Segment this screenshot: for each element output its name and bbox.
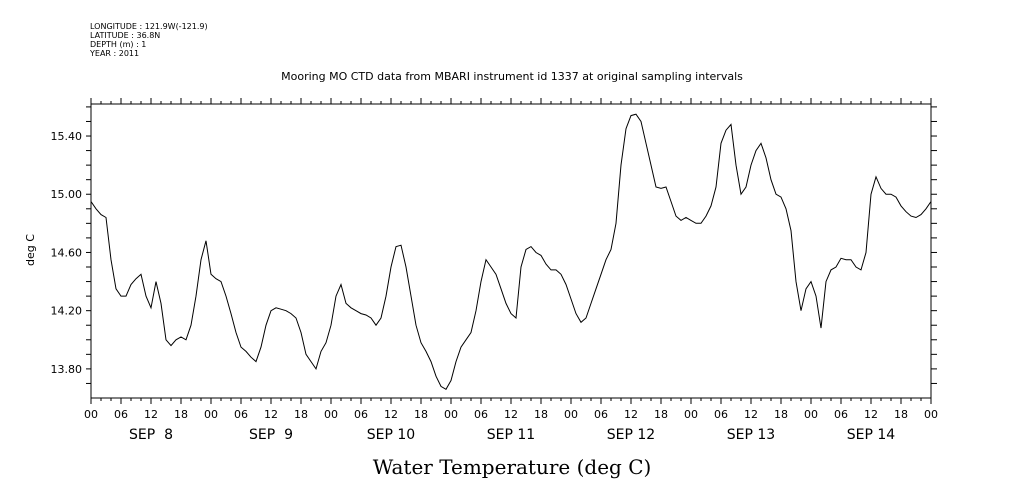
- day-label: SEP 14: [847, 427, 896, 443]
- x-tick-label: 00: [324, 408, 338, 421]
- x-axis-label: Water Temperature (deg C): [373, 455, 652, 479]
- day-label: SEP 10: [367, 427, 415, 443]
- x-tick-label: 18: [774, 408, 788, 421]
- station-metadata: LONGITUDE : 121.9W(-121.9) LATITUDE : 36…: [90, 22, 208, 58]
- x-tick-label: 12: [384, 408, 398, 421]
- x-tick-label: 00: [564, 408, 578, 421]
- depth-label: DEPTH (m) : 1: [90, 40, 147, 49]
- y-tick-label: 14.60: [51, 246, 83, 259]
- x-tick-label: 00: [444, 408, 458, 421]
- x-tick-label: 00: [204, 408, 218, 421]
- x-tick-label: 00: [84, 408, 98, 421]
- latitude-label: LATITUDE : 36.8N: [90, 31, 161, 40]
- x-tick-label: 06: [834, 408, 848, 421]
- x-tick-label: 18: [414, 408, 428, 421]
- day-label: SEP 12: [607, 427, 655, 443]
- x-tick-label: 18: [894, 408, 908, 421]
- water-temperature-line: [90, 113, 932, 390]
- x-tick-label: 06: [114, 408, 128, 421]
- day-label: SEP 13: [727, 427, 775, 443]
- plot-frame: [90, 98, 932, 404]
- x-tick-label: 12: [144, 408, 158, 421]
- y-tick-label: 15.00: [51, 188, 83, 201]
- year-label: YEAR : 2011: [90, 49, 140, 58]
- x-tick-label: 12: [744, 408, 758, 421]
- x-tick-label: 06: [474, 408, 488, 421]
- y-tick-label: 15.40: [51, 130, 83, 143]
- x-tick-label: 18: [534, 408, 548, 421]
- y-tick-label: 13.80: [51, 363, 83, 376]
- chart-title: Mooring MO CTD data from MBARI instrumen…: [281, 70, 743, 83]
- y-axis: 13.80 14.20 14.60 15.00 15.40: [51, 106, 937, 384]
- x-tick-label: 06: [594, 408, 608, 421]
- longitude-label: LONGITUDE : 121.9W(-121.9): [90, 22, 208, 31]
- x-tick-label: 00: [924, 408, 938, 421]
- day-label: SEP 11: [487, 427, 535, 443]
- x-tick-label: 06: [714, 408, 728, 421]
- x-tick-label: 06: [354, 408, 368, 421]
- day-label: SEP 8: [129, 427, 173, 443]
- y-tick-label: 14.20: [51, 305, 83, 318]
- x-tick-label: 12: [864, 408, 878, 421]
- x-tick-label: 18: [174, 408, 188, 421]
- x-tick-label: 06: [234, 408, 248, 421]
- plot-border: [90, 103, 932, 399]
- day-label: SEP 9: [249, 427, 293, 443]
- y-axis-label: deg C: [24, 234, 37, 266]
- x-tick-label: 12: [624, 408, 638, 421]
- x-tick-label: 12: [504, 408, 518, 421]
- x-axis: 00 06 12 18 00 06 12 18 00 06 12 18 00 06 12 18 00 06 12 18…: [84, 408, 938, 443]
- x-tick-label: 12: [264, 408, 278, 421]
- x-tick-label: 00: [804, 408, 818, 421]
- x-tick-label: 18: [654, 408, 668, 421]
- x-tick-label: 18: [294, 408, 308, 421]
- x-tick-label: 00: [684, 408, 698, 421]
